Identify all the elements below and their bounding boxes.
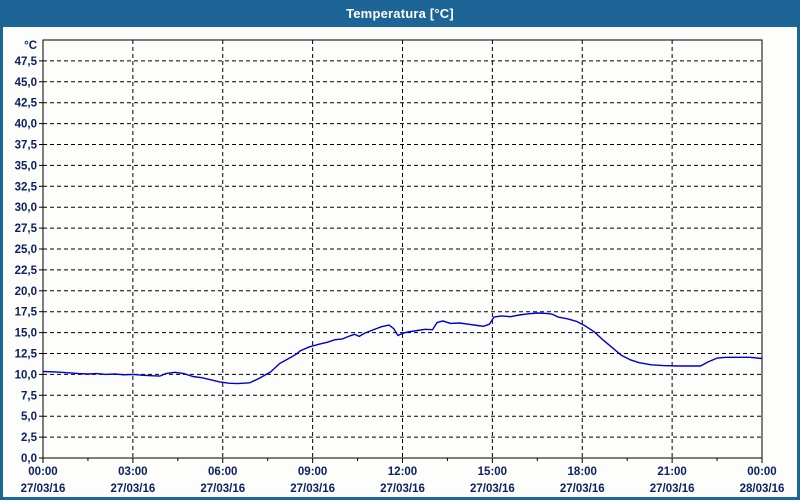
svg-text:09:00: 09:00 [298, 466, 327, 478]
svg-text:32,5: 32,5 [15, 181, 38, 193]
svg-text:35,0: 35,0 [15, 160, 37, 172]
svg-text:27/03/16: 27/03/16 [560, 483, 605, 495]
svg-text:12:00: 12:00 [388, 466, 417, 478]
svg-text:27/03/16: 27/03/16 [110, 483, 155, 495]
svg-text:25,0: 25,0 [15, 244, 37, 256]
chart-area: 0,0 2,5 5,0 7,5 10,0 12,5 15,0 17,5 20,0 22,5 25,0… [3, 27, 797, 497]
svg-text:27/03/16: 27/03/16 [650, 483, 695, 495]
svg-text:03:00: 03:00 [118, 466, 147, 478]
svg-text:17,5: 17,5 [15, 307, 38, 319]
svg-text:45,0: 45,0 [15, 77, 37, 89]
svg-text:20,0: 20,0 [15, 286, 37, 298]
svg-text:28/03/16: 28/03/16 [740, 483, 785, 495]
temperature-line-chart: 0,0 2,5 5,0 7,5 10,0 12,5 15,0 17,5 20,0 22,5 25,0… [15, 39, 785, 495]
svg-text:22,5: 22,5 [15, 265, 38, 277]
svg-text:15:00: 15:00 [478, 466, 507, 478]
svg-text:00:00: 00:00 [28, 466, 57, 478]
svg-text:27,5: 27,5 [15, 223, 38, 235]
svg-text:5,0: 5,0 [21, 411, 37, 423]
svg-text:06:00: 06:00 [208, 466, 237, 478]
svg-text:27/03/16: 27/03/16 [290, 483, 335, 495]
svg-text:42,5: 42,5 [15, 98, 38, 110]
window-titlebar: Temperatura [°C] [3, 0, 797, 27]
svg-text:00:00: 00:00 [747, 466, 776, 478]
svg-text:12,5: 12,5 [15, 349, 38, 361]
svg-text:21:00: 21:00 [657, 466, 686, 478]
svg-text:15,0: 15,0 [15, 328, 37, 340]
svg-text:0,0: 0,0 [21, 453, 37, 465]
svg-text:30,0: 30,0 [15, 202, 37, 214]
svg-text:40,0: 40,0 [15, 119, 37, 131]
svg-text:10,0: 10,0 [15, 369, 37, 381]
svg-text:27/03/16: 27/03/16 [380, 483, 425, 495]
svg-text:7,5: 7,5 [21, 390, 38, 402]
window-title: Temperatura [°C] [346, 6, 454, 21]
svg-text:27/03/16: 27/03/16 [200, 483, 245, 495]
svg-text:°C: °C [24, 40, 37, 52]
svg-text:18:00: 18:00 [568, 466, 597, 478]
svg-text:27/03/16: 27/03/16 [21, 483, 66, 495]
svg-text:37,5: 37,5 [15, 140, 38, 152]
svg-text:27/03/16: 27/03/16 [470, 483, 515, 495]
svg-text:2,5: 2,5 [21, 432, 38, 444]
svg-text:47,5: 47,5 [15, 56, 38, 68]
